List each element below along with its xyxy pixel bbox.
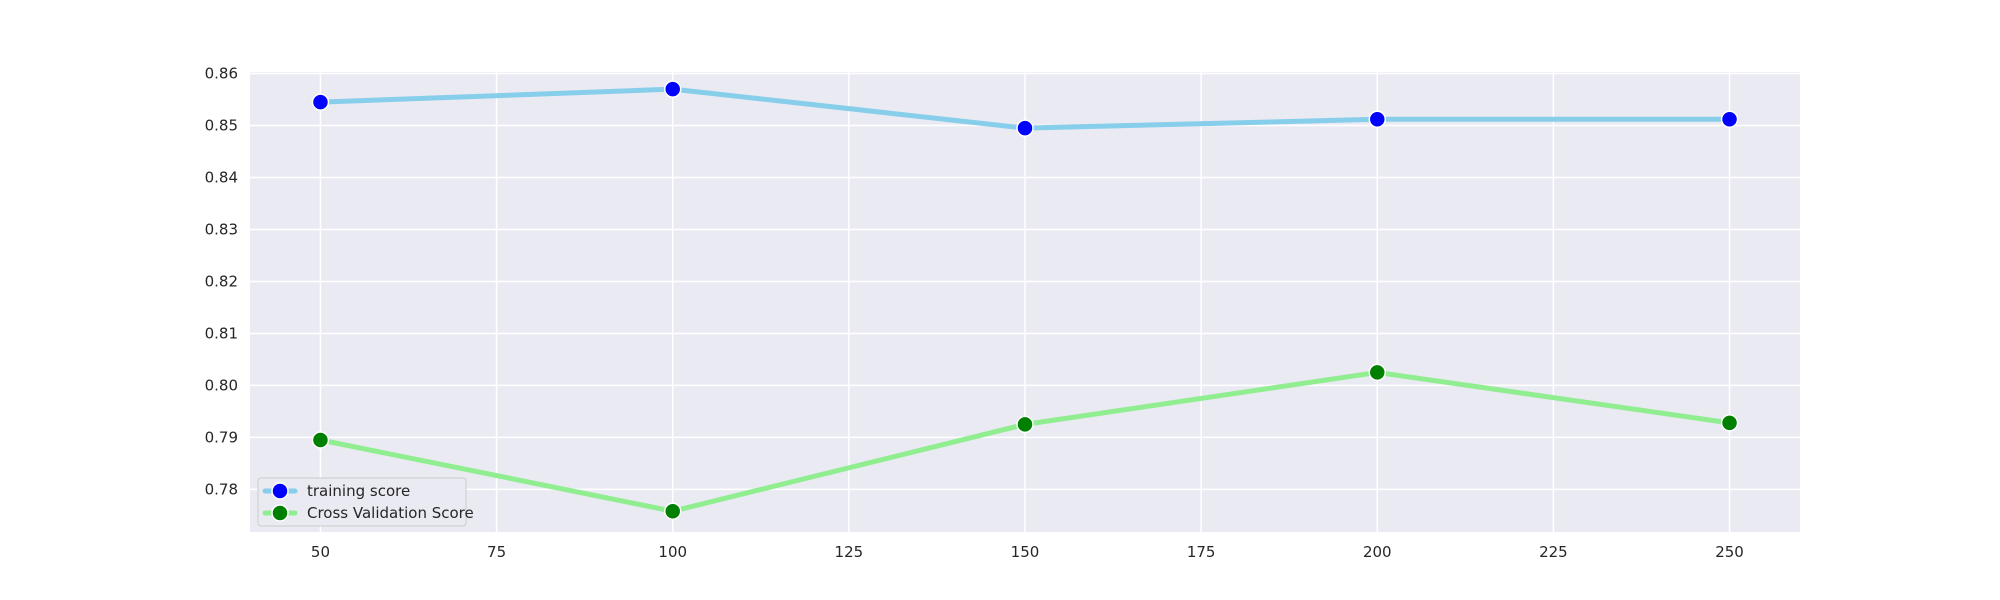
legend-box bbox=[257, 477, 467, 527]
data-point-marker bbox=[663, 80, 682, 98]
legend-label: Cross Validation Score bbox=[307, 504, 474, 522]
y-tick-label: 0.78 bbox=[205, 480, 238, 498]
y-tick-label: 0.85 bbox=[205, 117, 238, 135]
x-tick-label: 75 bbox=[487, 543, 506, 561]
x-tick-label: 225 bbox=[1539, 543, 1568, 561]
grid-lines bbox=[250, 72, 1800, 532]
y-tick-label: 0.84 bbox=[205, 169, 238, 187]
data-point-marker bbox=[663, 502, 682, 520]
x-tick-label: 125 bbox=[835, 543, 864, 561]
legend-marker-swatch bbox=[271, 482, 289, 500]
x-axis-tick-labels: 50 75 100 125 150 175 200 225 250 bbox=[311, 543, 1744, 561]
data-point-marker bbox=[1368, 110, 1387, 129]
y-tick-label: 0.81 bbox=[205, 324, 238, 342]
y-tick-label: 0.79 bbox=[205, 428, 238, 446]
legend-marker-swatch bbox=[271, 504, 289, 522]
y-tick-label: 0.80 bbox=[205, 376, 238, 394]
data-point-marker bbox=[311, 431, 330, 449]
data-point-marker bbox=[1016, 415, 1034, 434]
y-axis-tick-labels: 0.78 0.79 0.80 0.81 0.82 0.83 0.84 0.85 0.86 bbox=[205, 65, 238, 499]
x-tick-label: 200 bbox=[1363, 543, 1392, 561]
legend-label: training score bbox=[307, 482, 410, 500]
data-point-marker bbox=[1368, 363, 1387, 382]
legend: training score Cross Validation Score bbox=[257, 477, 474, 527]
data-point-marker bbox=[1720, 110, 1739, 129]
data-point-marker bbox=[1016, 119, 1034, 137]
data-point-marker bbox=[311, 93, 330, 111]
data-markers bbox=[311, 80, 1739, 520]
x-tick-label: 50 bbox=[311, 543, 330, 561]
y-tick-label: 0.86 bbox=[205, 65, 238, 83]
data-point-marker bbox=[1720, 414, 1739, 432]
x-tick-label: 250 bbox=[1715, 543, 1744, 561]
y-tick-label: 0.83 bbox=[205, 220, 238, 238]
y-tick-label: 0.82 bbox=[205, 272, 238, 290]
x-tick-label: 150 bbox=[1011, 543, 1040, 561]
x-tick-label: 100 bbox=[658, 543, 687, 561]
x-tick-label: 175 bbox=[1187, 543, 1216, 561]
